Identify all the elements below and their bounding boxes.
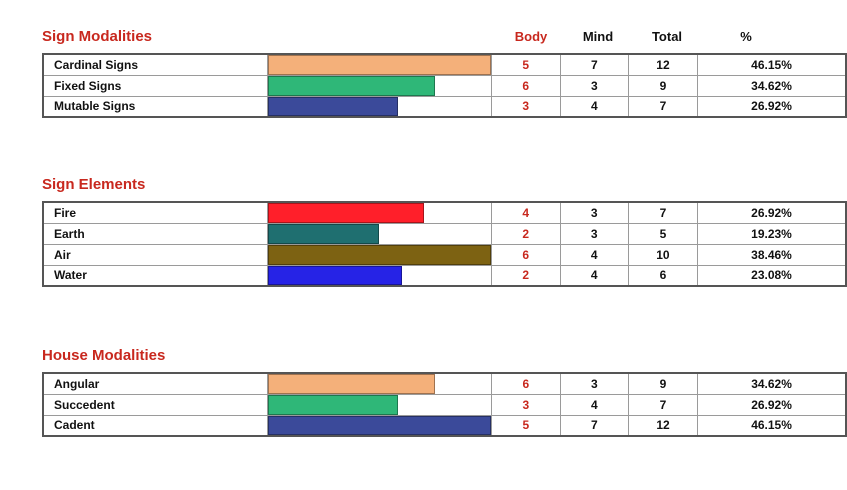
total-value: 10 (627, 243, 699, 266)
table-row: Air 6 4 10 38.46% (42, 243, 847, 266)
percent-value: 38.46% (697, 243, 847, 266)
mind-value: 7 (559, 53, 629, 76)
body-value: 2 (490, 264, 561, 287)
body-value: 6 (490, 372, 561, 395)
table-sign-elements: Fire 4 3 7 26.92% Earth 2 3 5 19.23% Air… (42, 201, 847, 287)
bar-cell (267, 74, 492, 97)
bar-cell (267, 393, 492, 416)
row-label: Earth (42, 222, 268, 245)
total-value: 6 (627, 264, 699, 287)
bar (268, 394, 398, 415)
percent-value: 34.62% (697, 372, 847, 395)
row-label: Cardinal Signs (42, 53, 269, 76)
body-value: 5 (490, 53, 561, 76)
header-percent: % (740, 29, 752, 44)
total-value: 9 (627, 372, 699, 395)
table-row: Fire 4 3 7 26.92% (42, 201, 847, 224)
row-label: Angular (42, 372, 269, 395)
table-sign-modalities: Cardinal Signs 5 7 12 46.15% Fixed Signs… (42, 53, 847, 118)
bar-cell (267, 414, 492, 437)
row-label: Succedent (42, 393, 269, 416)
section-title-house-modalities: House Modalities (42, 347, 166, 364)
bar (267, 223, 380, 244)
total-value: 12 (627, 53, 699, 76)
row-label: Water (42, 264, 268, 287)
total-value: 5 (627, 222, 699, 245)
bar-cell (266, 264, 492, 287)
table-row: Mutable Signs 3 4 7 26.92% (42, 95, 847, 118)
bar (267, 244, 491, 265)
percent-value: 46.15% (697, 414, 847, 437)
percent-value: 19.23% (697, 222, 847, 245)
percent-value: 26.92% (697, 393, 847, 416)
body-value: 6 (490, 74, 561, 97)
table-row: Cadent 5 7 12 46.15% (42, 414, 847, 437)
bar-cell (267, 372, 492, 395)
mind-value: 4 (559, 393, 629, 416)
bar (268, 75, 436, 96)
bar (268, 55, 491, 75)
table-row: Earth 2 3 5 19.23% (42, 222, 847, 245)
bar (268, 96, 398, 116)
table-house-modalities: Angular 6 3 9 34.62% Succedent 3 4 7 26.… (42, 372, 847, 437)
row-label: Fire (42, 201, 268, 224)
row-label: Air (42, 243, 268, 266)
table-row: Angular 6 3 9 34.62% (42, 372, 847, 395)
bar-cell (267, 95, 492, 118)
table-row: Cardinal Signs 5 7 12 46.15% (42, 53, 847, 76)
mind-value: 3 (559, 201, 629, 224)
body-value: 2 (490, 222, 561, 245)
row-label: Cadent (42, 414, 269, 437)
header-body: Body (514, 29, 548, 44)
bar (268, 415, 491, 435)
table-row: Water 2 4 6 23.08% (42, 264, 847, 287)
mind-value: 7 (559, 414, 629, 437)
header-mind: Mind (582, 29, 614, 44)
bar-cell (266, 222, 492, 245)
row-label: Fixed Signs (42, 74, 269, 97)
mind-value: 3 (559, 222, 629, 245)
table-row: Succedent 3 4 7 26.92% (42, 393, 847, 416)
body-value: 6 (490, 243, 561, 266)
bar-cell (266, 243, 492, 266)
total-value: 7 (627, 393, 699, 416)
body-value: 4 (490, 201, 561, 224)
mind-value: 4 (559, 243, 629, 266)
section-title-sign-modalities: Sign Modalities (42, 28, 153, 45)
percent-value: 46.15% (697, 53, 847, 76)
mind-value: 3 (559, 372, 629, 395)
bar-cell (267, 53, 492, 76)
section-title-sign-elements: Sign Elements (42, 176, 146, 193)
bar (268, 374, 436, 394)
row-label: Mutable Signs (42, 95, 269, 118)
mind-value: 4 (559, 264, 629, 287)
body-value: 3 (490, 393, 561, 416)
total-value: 7 (627, 95, 699, 118)
bar (267, 265, 402, 285)
mind-value: 3 (559, 74, 629, 97)
bar-cell (266, 201, 492, 224)
total-value: 7 (627, 201, 699, 224)
table-row: Fixed Signs 6 3 9 34.62% (42, 74, 847, 97)
total-value: 12 (627, 414, 699, 437)
bar (267, 203, 424, 223)
percent-value: 26.92% (697, 95, 847, 118)
percent-value: 26.92% (697, 201, 847, 224)
percent-value: 34.62% (697, 74, 847, 97)
total-value: 9 (627, 74, 699, 97)
percent-value: 23.08% (697, 264, 847, 287)
body-value: 3 (490, 95, 561, 118)
body-value: 5 (490, 414, 561, 437)
header-total: Total (651, 29, 683, 44)
mind-value: 4 (559, 95, 629, 118)
